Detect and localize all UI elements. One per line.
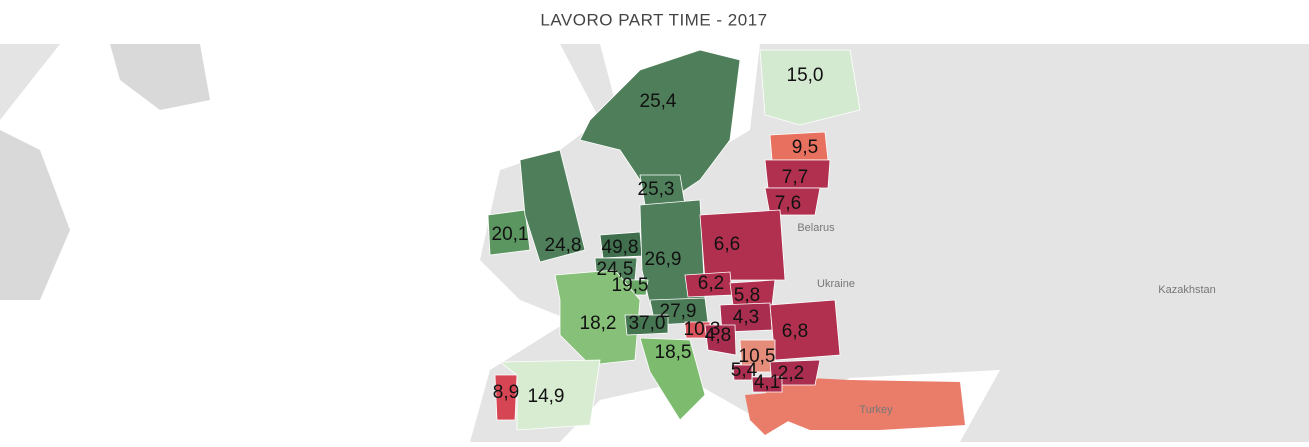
value-label: 6,6: [714, 234, 740, 255]
value-label: 5,4: [731, 360, 758, 381]
country-region: [624, 314, 669, 336]
value-label: 10,5: [739, 346, 776, 367]
place-name: Ukraine: [817, 278, 855, 290]
value-label: 10,3: [684, 319, 721, 340]
country-region: [751, 376, 783, 393]
value-label: 18,5: [655, 342, 692, 363]
value-label: 7,7: [782, 167, 808, 188]
map-title: LAVORO PART TIME - 2017: [540, 10, 767, 29]
value-label: 37,0: [629, 313, 666, 334]
value-label: 24,8: [545, 235, 582, 256]
greenland: [110, 44, 210, 110]
value-label: 24,5: [597, 259, 634, 280]
country-region: [487, 209, 531, 256]
place-name: Kazakhstan: [1158, 284, 1215, 296]
value-label: 27,9: [660, 301, 697, 322]
value-label: 2,2: [778, 363, 804, 384]
ocean: [0, 44, 600, 442]
value-label: 18,2: [580, 313, 617, 334]
turkey-area: [758, 378, 965, 430]
value-label: 5,8: [734, 285, 760, 306]
country-region: [704, 324, 737, 356]
country-region: [764, 159, 831, 189]
value-label: 19,5: [612, 275, 649, 296]
value-label: 4,1: [754, 372, 780, 393]
country-region: [494, 374, 518, 421]
greece-area: [745, 392, 790, 435]
value-label: 25,4: [640, 91, 677, 112]
country-region: [554, 269, 641, 366]
country-region: [519, 149, 586, 263]
value-label: 6,2: [698, 273, 724, 294]
canada-coast: [0, 130, 70, 300]
value-label: 6,8: [782, 321, 808, 342]
value-label: 4,8: [705, 325, 731, 346]
value-label: 15,0: [787, 65, 824, 86]
value-label: 9,5: [792, 137, 818, 158]
value-label: 8,9: [493, 382, 519, 403]
country-region: [579, 49, 741, 201]
country-region: [759, 49, 861, 126]
value-label: 20,1: [492, 224, 529, 245]
value-label: 26,9: [645, 249, 682, 270]
place-name: Belarus: [797, 222, 835, 234]
value-label: 14,9: [528, 386, 565, 407]
value-label: 49,8: [602, 237, 639, 258]
value-label: 25,3: [638, 179, 675, 200]
country-region: [498, 359, 601, 431]
country-region: [639, 337, 706, 421]
country-region: [699, 209, 786, 281]
value-label: 7,6: [775, 193, 801, 214]
country-region: [764, 187, 821, 216]
place-name: Turkey: [859, 404, 893, 416]
value-label: 4,3: [733, 307, 759, 328]
